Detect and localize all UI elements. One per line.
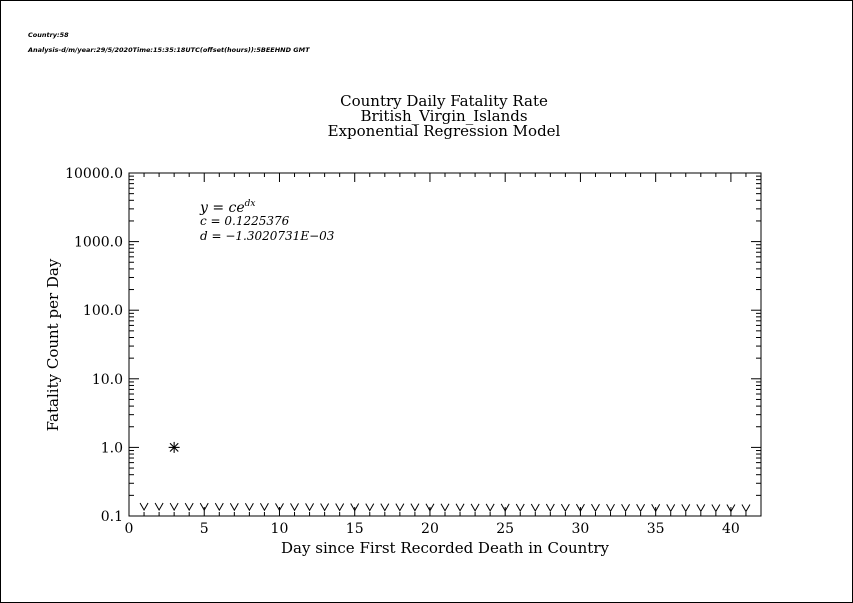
x-tick-label: 40 <box>722 521 740 537</box>
model-point <box>169 502 179 512</box>
model-point <box>651 504 661 513</box>
model-point <box>470 503 480 512</box>
model-point <box>455 503 465 512</box>
model-point <box>335 503 345 512</box>
x-tick-label: 15 <box>346 521 364 537</box>
equation-annotation: y = cedx <box>199 199 256 216</box>
x-tick-label: 25 <box>496 521 514 537</box>
model-point <box>711 504 721 513</box>
x-tick-label: 5 <box>200 521 209 537</box>
y-tick-label: 10000.0 <box>65 166 123 182</box>
model-point <box>440 503 450 512</box>
model-point <box>545 503 555 513</box>
model-point <box>199 502 209 512</box>
model-point <box>726 504 736 513</box>
chart-title-line-3: Exponential Regression Model <box>328 122 561 140</box>
model-point <box>530 503 540 512</box>
y-tick-label: 1000.0 <box>74 235 123 251</box>
model-point <box>259 503 269 512</box>
model-point <box>184 502 194 512</box>
equation-exponent: dx <box>245 199 256 209</box>
model-point <box>350 503 360 512</box>
model-point <box>365 503 375 512</box>
model-point <box>485 503 495 512</box>
x-tick-label: 0 <box>125 521 134 537</box>
x-tick-label: 10 <box>271 521 289 537</box>
x-tick-label: 30 <box>572 521 590 537</box>
x-axis-label: Day since First Recorded Death in Countr… <box>281 539 609 557</box>
model-point <box>139 502 149 511</box>
equation-base: y = ce <box>199 200 245 216</box>
model-point <box>290 503 299 512</box>
model-point <box>515 503 525 512</box>
y-tick-label: 0.1 <box>101 509 123 525</box>
model-point <box>666 504 676 513</box>
model-point <box>395 503 405 512</box>
model-point <box>380 503 390 512</box>
y-tick-label: 10.0 <box>92 372 123 388</box>
model-point <box>681 504 691 513</box>
model-point <box>154 502 164 512</box>
model-point <box>696 504 706 513</box>
model-point <box>606 503 615 513</box>
y-tick-label: 100.0 <box>83 303 123 319</box>
model-point <box>425 503 435 512</box>
model-point <box>244 503 254 512</box>
x-tick-label: 20 <box>421 521 439 537</box>
observed-series <box>168 441 180 453</box>
model-point <box>636 504 646 513</box>
model-point <box>500 503 510 512</box>
y-tick-labels: 0.1 1.0 10.0 100.0 1000.0 10000.0 <box>65 166 123 525</box>
model-point <box>560 503 570 513</box>
coefficient-c-annotation: c = 0.1225376 <box>200 214 290 228</box>
model-point <box>275 503 284 512</box>
model-point <box>741 504 751 513</box>
model-point <box>229 502 239 512</box>
header-country: Country:58 <box>28 31 69 39</box>
model-point <box>575 503 585 513</box>
model-point <box>320 503 330 512</box>
y-axis-label: Fatality Count per Day <box>44 258 62 431</box>
y-tick-label: 1.0 <box>101 440 123 456</box>
chart-title-line-2: British_Virgin_Islands <box>360 107 527 125</box>
observed-point <box>168 441 180 453</box>
x-tick-label: 35 <box>647 521 665 537</box>
model-point <box>214 502 224 512</box>
x-tick-labels: 0 5 10 15 20 25 30 35 40 <box>125 521 740 537</box>
axis-ticks <box>128 172 762 517</box>
model-point <box>305 503 315 512</box>
model-point <box>410 503 420 512</box>
model-point <box>621 503 631 513</box>
model-series <box>139 502 751 513</box>
coefficient-d-annotation: d = −1.3020731E−03 <box>200 229 335 243</box>
model-point <box>591 503 600 513</box>
chart-title-line-1: Country Daily Fatality Rate <box>340 92 548 110</box>
header-analysis-info: Analysis-d/m/year:29/5/2020Time:15:35:18… <box>28 46 310 54</box>
